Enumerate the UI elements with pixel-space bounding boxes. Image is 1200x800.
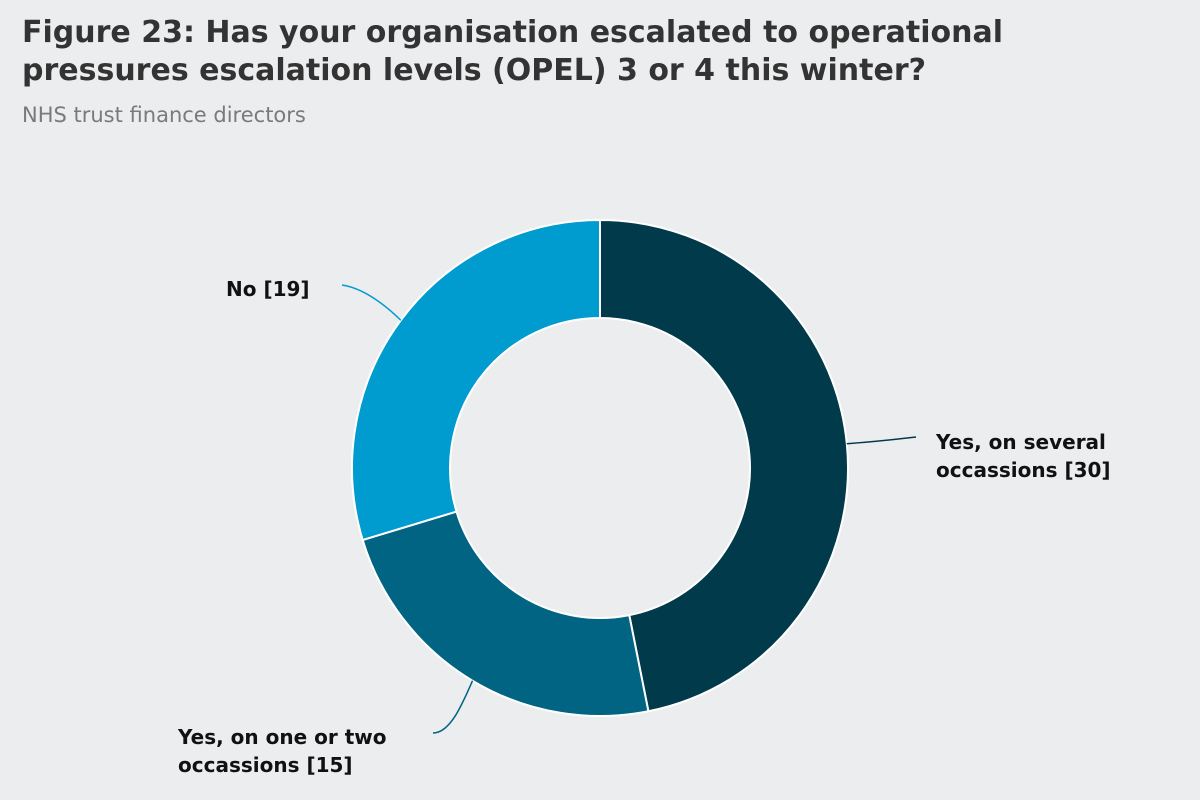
slice-label-line: occassions [30] bbox=[936, 458, 1111, 482]
slice-label-no: No [19] bbox=[226, 275, 310, 303]
donut-slices bbox=[351, 218, 849, 717]
slice-label-yes-several: Yes, on several occassions [30] bbox=[936, 428, 1111, 484]
slice-label-line: occassions [15] bbox=[178, 753, 353, 777]
slice-label-line: Yes, on several bbox=[936, 430, 1106, 454]
label-leader-line bbox=[341, 284, 402, 321]
slice-label-line: Yes, on one or two bbox=[178, 725, 387, 749]
donut-slice bbox=[351, 218, 601, 542]
slice-label-yes-one-or-two: Yes, on one or two occassions [15] bbox=[178, 723, 386, 779]
donut-slice bbox=[361, 510, 650, 717]
chart-subtitle: NHS trust finance directors bbox=[22, 103, 306, 127]
chart-title: Figure 23: Has your organisation escalat… bbox=[22, 15, 1004, 88]
donut-slice bbox=[599, 218, 849, 713]
slice-label-line: No [19] bbox=[226, 277, 310, 301]
label-leader-line bbox=[432, 680, 474, 734]
label-leader-line bbox=[846, 436, 917, 445]
label-leader-lines bbox=[341, 284, 917, 734]
